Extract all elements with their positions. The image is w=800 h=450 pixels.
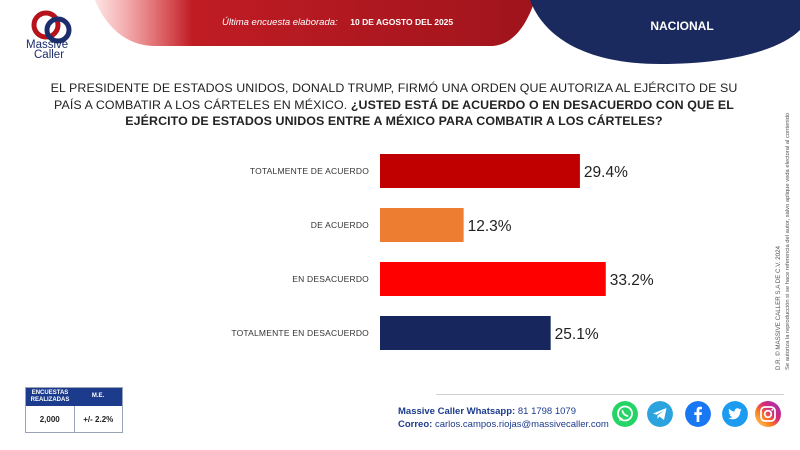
footer-divider	[436, 394, 784, 395]
email-label: Correo:	[398, 419, 433, 430]
value-label-totalmente-de-acuerdo: 29.4%	[584, 164, 628, 181]
question-intro: EL PRESIDENTE DE ESTADOS UNIDOS, DONALD …	[50, 81, 738, 112]
bar-de-acuerdo	[380, 208, 464, 242]
brand-name: Massive Caller	[26, 39, 86, 61]
bar-chart: TOTALMENTE DE ACUERDO 29.4% DE ACUERDO 12.3…	[231, 154, 654, 350]
last-survey-label: Última encuesta elaborada:	[222, 17, 338, 28]
category-label-de-acuerdo: DE ACUERDO	[311, 220, 369, 230]
category-label-en-desacuerdo: EN DESACUERDO	[292, 274, 369, 284]
last-survey-info: Última encuesta elaborada: 10 DE AGOSTO …	[222, 17, 453, 28]
bar-en-desacuerdo	[380, 262, 606, 296]
category-label-totalmente-de-acuerdo: TOTALMENTE DE ACUERDO	[250, 166, 369, 176]
margin-error-header: M.E.	[91, 393, 105, 400]
value-label-en-desacuerdo: 33.2%	[610, 272, 654, 289]
question-bold: ¿USTED ESTÁ DE ACUERDO O EN DESACUERDO C…	[125, 97, 734, 129]
survey-question: EL PRESIDENTE DE ESTADOS UNIDOS, DONALD …	[40, 80, 748, 130]
whatsapp-number: 81 1798 1079	[517, 406, 576, 417]
email-contact: Correo: carlos.campos.riojas@massivecall…	[398, 419, 609, 430]
region-label: NACIONAL	[650, 19, 714, 33]
instagram-icon[interactable]	[755, 401, 781, 427]
brand-line-2: Caller	[34, 49, 65, 61]
email-address[interactable]: carlos.campos.riojas@massivecaller.com	[434, 419, 609, 430]
massive-caller-logo-icon	[31, 10, 72, 44]
twitter-icon[interactable]	[722, 401, 748, 427]
header-red-banner	[95, 0, 535, 46]
brand-line-1: Massive	[26, 39, 69, 51]
value-label-totalmente-en-desacuerdo: 25.1%	[555, 326, 599, 343]
copyright-note: D.R. © MASSIVE CALLER S.A DE C.V. 2024 S…	[775, 113, 791, 370]
whatsapp-icon[interactable]	[612, 401, 638, 427]
category-label-totalmente-en-desacuerdo: TOTALMENTE EN DESACUERDO	[231, 328, 369, 338]
surveys-header: ENCUESTAS REALIZADAS	[30, 389, 70, 404]
margin-error-value: +/- 2.2%	[83, 414, 114, 424]
bar-totalmente-en-desacuerdo	[380, 316, 551, 350]
survey-stats-table: ENCUESTAS REALIZADAS M.E. 2,000 +/- 2.2%	[25, 387, 123, 433]
bar-totalmente-de-acuerdo	[380, 154, 580, 188]
whatsapp-label: Massive Caller Whatsapp:	[398, 406, 516, 417]
facebook-icon[interactable]	[685, 401, 711, 427]
header-navy-banner	[530, 0, 800, 64]
surveys-value: 2,000	[26, 406, 75, 432]
copyright-line-1: D.R. © MASSIVE CALLER S.A DE C.V. 2024	[775, 245, 782, 370]
copyright-line-2: Se autoriza la reproducción si se hace r…	[785, 113, 791, 370]
telegram-icon[interactable]	[647, 401, 673, 427]
last-survey-date: 10 DE AGOSTO DEL 2025	[350, 17, 454, 27]
value-label-de-acuerdo: 12.3%	[468, 218, 512, 235]
whatsapp-contact: Massive Caller Whatsapp: 81 1798 1079	[398, 406, 576, 417]
